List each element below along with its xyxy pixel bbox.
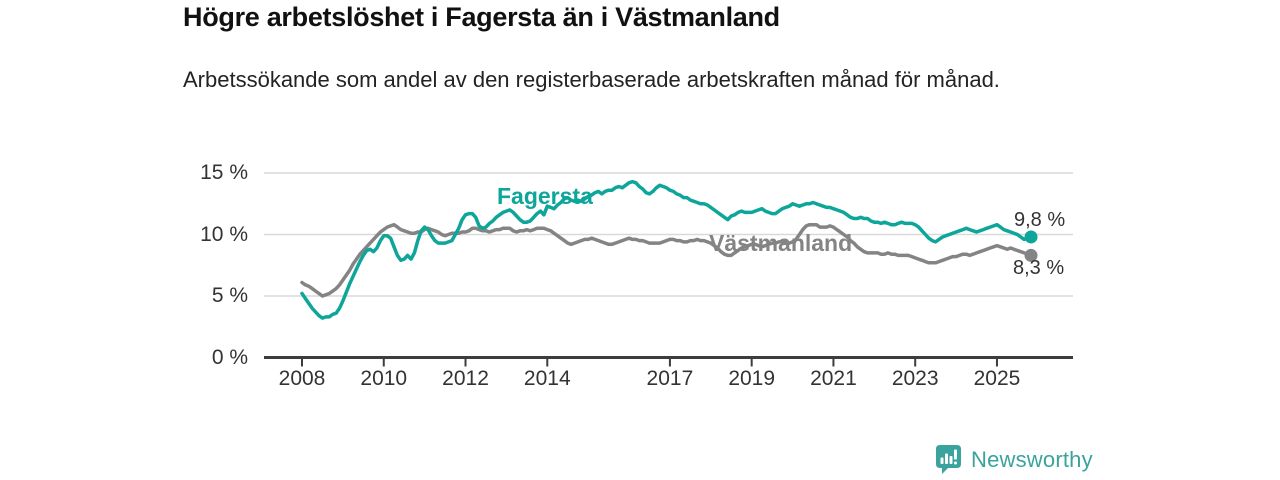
chart-title: Högre arbetslöshet i Fagersta än i Västm… <box>183 2 780 32</box>
y-tick-label: 0 % <box>211 345 248 369</box>
x-tick-label: 2012 <box>442 367 489 390</box>
series-label-vastmanland: Västmanland <box>709 230 853 256</box>
y-tick-label: 10 % <box>200 222 248 246</box>
end-value-label-vastmanland: 8,3 % <box>1013 257 1065 279</box>
x-tick-label: 2014 <box>523 367 571 390</box>
x-tick-label: 2008 <box>278 367 326 390</box>
x-tick-label: 2023 <box>891 367 939 390</box>
chart-subtitle: Arbetssökande som andel av den registerb… <box>183 67 1000 92</box>
newsworthy-logo-icon <box>935 444 962 475</box>
y-tick-label: 5 % <box>211 284 248 307</box>
y-tick-label: 15 % <box>200 161 248 184</box>
end-value-label-fagersta: 9,8 % <box>1014 209 1066 231</box>
x-tick-label: 2021 <box>810 367 857 390</box>
x-tick-label: 2025 <box>973 367 1021 390</box>
x-tick-label: 2010 <box>360 367 408 390</box>
newsworthy-logo[interactable]: Newsworthy <box>935 444 1093 475</box>
series-label-fagersta: Fagersta <box>497 183 593 209</box>
x-tick-label: 2017 <box>646 367 694 390</box>
x-tick-label: 2019 <box>728 367 776 390</box>
newsworthy-brand-text: Newsworthy <box>971 446 1093 472</box>
